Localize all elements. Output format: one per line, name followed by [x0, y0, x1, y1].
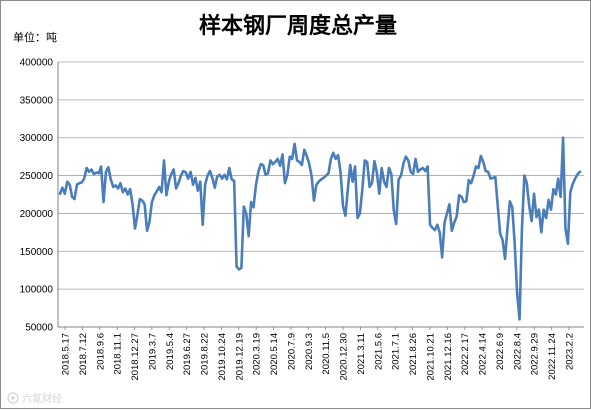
y-tick-label: 200000 [20, 209, 54, 220]
watermark: 六氮财经 [7, 392, 62, 405]
x-tick-label: 2018.5.17 [61, 333, 72, 375]
unit-label: 单位：吨 [13, 30, 57, 44]
y-tick-label: 50000 [25, 323, 53, 334]
x-tick-label: 2022.4.14 [478, 333, 489, 375]
x-tick-label: 2021.8.26 [408, 333, 419, 375]
y-tick-label: 350000 [20, 95, 54, 106]
axes [57, 62, 584, 330]
chart-title: 样本钢厂周度总产量 [199, 13, 397, 39]
watermark-logo-dot [11, 396, 15, 400]
x-tick-label: 2021.7.1 [391, 333, 402, 370]
x-tick-label: 2021.12.16 [443, 333, 454, 381]
x-tick-label: 2019.8.22 [200, 333, 211, 375]
x-tick-label: 2020.7.9 [286, 333, 297, 370]
x-tick-label: 2020.11.5 [321, 333, 332, 375]
x-axis-ticks: 2018.5.17 2018.7.12 2018.9.6 2018.11.1 2018.… [61, 333, 576, 381]
x-tick-label: 2022.11.24 [547, 333, 558, 380]
x-tick-label: 2022.8.4 [512, 333, 523, 370]
x-tick-label: 2020.3.19 [252, 333, 263, 375]
x-tick-label: 2018.7.12 [78, 333, 89, 375]
y-tick-label: 250000 [20, 171, 54, 182]
x-tick-label: 2021.3.11 [356, 333, 367, 375]
x-tick-label: 2019.10.24 [217, 333, 228, 381]
x-tick-label: 2020.5.14 [269, 333, 280, 375]
x-tick-label: 2019.3.7 [147, 333, 158, 370]
x-tick-label: 2021.10.21 [425, 333, 436, 381]
x-tick-label: 2019.6.27 [182, 333, 193, 375]
x-tick-label: 2023.2.2 [565, 333, 576, 370]
y-axis-ticks: 400000 350000 300000 250000 200000 150000 1000… [20, 58, 54, 334]
x-tick-label: 2019.5.4 [165, 333, 176, 370]
watermark-text: 六氮财经 [22, 392, 62, 405]
x-tick-label: 2020.12.30 [339, 333, 350, 381]
series-line [58, 136, 582, 321]
x-tick-label: 2022.2.17 [460, 333, 471, 375]
x-tick-label: 2018.9.6 [95, 333, 106, 370]
x-tick-label: 2018.12.27 [130, 333, 141, 381]
x-tick-label: 2019.12.19 [234, 333, 245, 381]
y-tick-label: 100000 [20, 285, 54, 296]
x-tick-label: 2022.6.9 [495, 333, 506, 370]
x-tick-label: 2018.11.1 [113, 333, 124, 375]
y-tick-label: 150000 [20, 247, 54, 258]
x-tick-label: 2021.5.6 [373, 333, 384, 370]
y-tick-label: 300000 [20, 133, 54, 144]
series-layer [58, 136, 582, 321]
x-tick-label: 2020.9.3 [304, 333, 315, 370]
y-tick-label: 400000 [20, 58, 54, 69]
x-tick-label: 2022.9.29 [530, 333, 541, 375]
watermark-logo-icon [7, 392, 19, 404]
